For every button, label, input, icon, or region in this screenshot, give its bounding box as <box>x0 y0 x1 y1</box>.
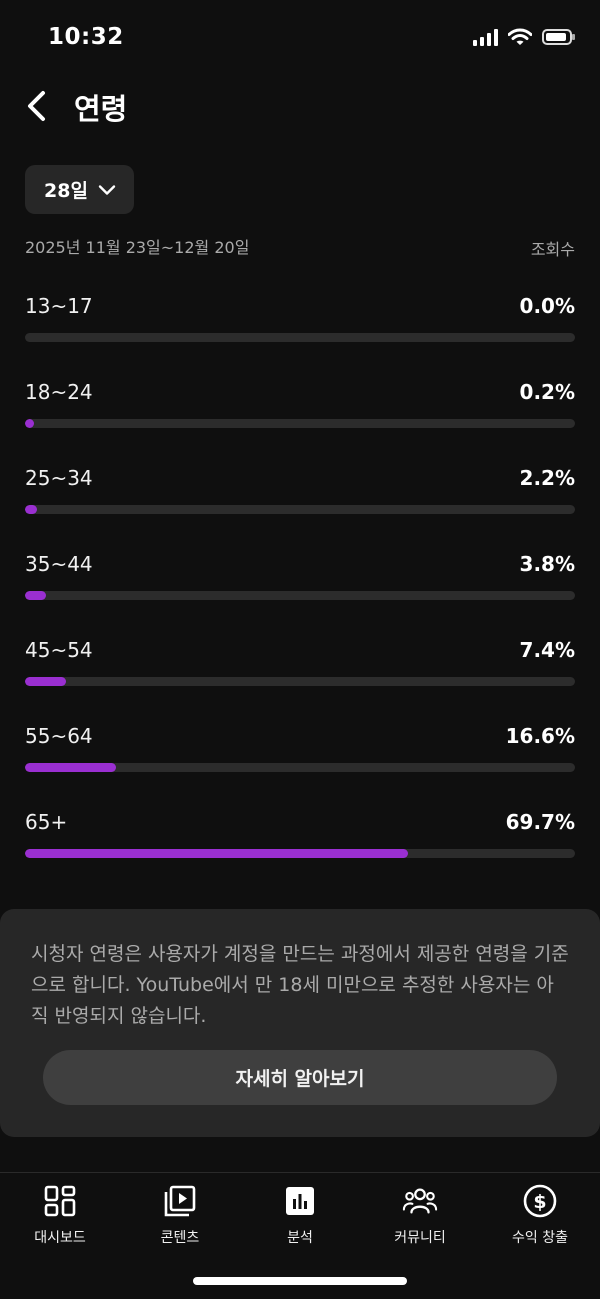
age-distribution-list: 13~17 0.0% 18~24 0.2% 25~34 2.2% 35~44 3… <box>25 292 575 894</box>
age-bar-fill <box>25 849 409 858</box>
info-text: 시청자 연령은 사용자가 계정을 만드는 과정에서 제공한 연령을 기준으로 합… <box>31 943 569 1027</box>
age-row: 25~34 2.2% <box>25 464 575 550</box>
period-dropdown[interactable]: 28일 <box>25 165 134 214</box>
learn-more-button[interactable]: 자세히 알아보기 <box>43 1050 557 1105</box>
age-percent: 0.2% <box>519 380 575 404</box>
nav-label: 콘텐츠 <box>160 1230 200 1246</box>
chevron-down-icon <box>98 184 116 195</box>
metric-label: 조회수 <box>530 240 575 259</box>
age-label: 25~34 <box>25 466 93 490</box>
age-percent: 7.4% <box>519 638 575 662</box>
status-time: 10:32 <box>48 24 124 50</box>
age-bar-track <box>25 849 575 858</box>
age-bar-fill <box>25 677 66 686</box>
nav-item-monetization[interactable]: $ 수익 창출 <box>480 1183 600 1249</box>
wifi-icon <box>508 28 532 45</box>
community-icon <box>402 1188 438 1214</box>
age-percent: 0.0% <box>519 294 575 318</box>
nav-item-dashboard[interactable]: 대시보드 <box>0 1183 120 1249</box>
age-label: 65+ <box>25 810 68 834</box>
nav-label: 수익 창출 <box>512 1230 568 1246</box>
age-percent: 3.8% <box>519 552 575 576</box>
header: 연령 <box>0 80 600 134</box>
age-label: 35~44 <box>25 552 93 576</box>
age-label: 55~64 <box>25 724 93 748</box>
age-bar-track <box>25 419 575 428</box>
age-bar-fill <box>25 505 38 514</box>
age-bar-track <box>25 505 575 514</box>
battery-icon <box>542 29 575 45</box>
status-bar: 10:32 <box>0 0 600 76</box>
age-bar-track <box>25 677 575 686</box>
age-label: 13~17 <box>25 294 93 318</box>
nav-label: 커뮤니티 <box>394 1230 446 1246</box>
age-row: 35~44 3.8% <box>25 550 575 636</box>
age-row: 45~54 7.4% <box>25 636 575 722</box>
svg-text:$: $ <box>533 1191 546 1213</box>
info-card: 시청자 연령은 사용자가 계정을 만드는 과정에서 제공한 연령을 기준으로 합… <box>0 909 600 1137</box>
age-percent: 2.2% <box>519 466 575 490</box>
period-label: 28일 <box>44 180 88 202</box>
page-title: 연령 <box>74 92 128 126</box>
age-row: 65+ 69.7% <box>25 808 575 894</box>
age-percent: 16.6% <box>505 724 575 748</box>
age-label: 45~54 <box>25 638 93 662</box>
home-indicator <box>193 1277 407 1285</box>
back-button[interactable] <box>18 86 58 126</box>
dollar-circle-icon: $ <box>523 1184 557 1218</box>
analytics-icon <box>286 1187 314 1215</box>
age-percent: 69.7% <box>505 810 575 834</box>
status-icons <box>473 28 575 46</box>
content-icon <box>164 1185 196 1217</box>
chevron-left-icon <box>28 91 45 121</box>
nav-item-content[interactable]: 콘텐츠 <box>120 1183 240 1249</box>
age-bar-track <box>25 591 575 600</box>
nav-label: 대시보드 <box>34 1230 86 1246</box>
age-row: 18~24 0.2% <box>25 378 575 464</box>
nav-item-analytics[interactable]: 분석 <box>240 1183 360 1249</box>
age-bar-track <box>25 333 575 342</box>
age-row: 55~64 16.6% <box>25 722 575 808</box>
age-bar-track <box>25 763 575 772</box>
nav-label: 분석 <box>287 1230 313 1246</box>
age-bar-fill <box>25 591 46 600</box>
age-label: 18~24 <box>25 380 93 404</box>
dashboard-icon <box>44 1185 76 1217</box>
age-bar-fill <box>25 419 34 428</box>
cellular-signal-icon <box>473 28 498 46</box>
date-range: 2025년 11월 23일~12월 20일 <box>25 238 250 257</box>
age-bar-fill <box>25 763 117 772</box>
age-row: 13~17 0.0% <box>25 292 575 378</box>
nav-item-community[interactable]: 커뮤니티 <box>360 1183 480 1249</box>
